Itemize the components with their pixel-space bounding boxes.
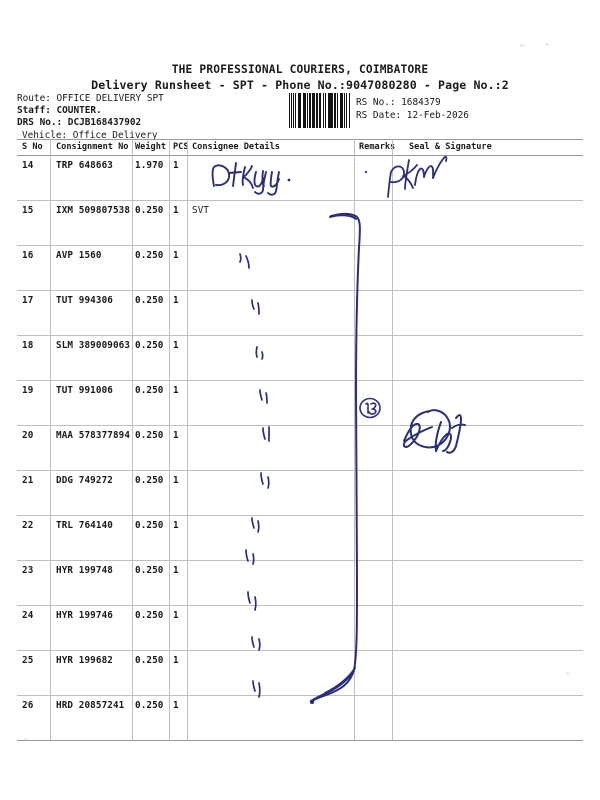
- table-cell-pcs: 1: [173, 610, 179, 621]
- column-header-remarks: Remarks: [359, 142, 396, 152]
- table-cell-consignment-no: HRD 20857241: [56, 700, 125, 711]
- table-cell-weight: 0.250: [135, 655, 164, 666]
- column-header-seal: Seal & Signature: [409, 142, 492, 152]
- table-cell-s-no: 17: [22, 295, 34, 306]
- table-cell-weight: 0.250: [135, 205, 164, 216]
- table-cell-consignment-no: IXM 509807538: [56, 205, 131, 216]
- table-cell-weight: 0.250: [135, 565, 164, 576]
- table-cell-pcs: 1: [173, 700, 179, 711]
- table-cell-weight: 0.250: [135, 700, 164, 711]
- column-separator: [50, 139, 51, 740]
- table-cell-pcs: 1: [173, 340, 179, 351]
- table-cell-s-no: 22: [22, 520, 34, 531]
- row-separator: [17, 515, 583, 516]
- table-cell-s-no: 23: [22, 565, 34, 576]
- row-separator: [17, 605, 583, 606]
- runsheet-meta-right: RS No.: 1684379 RS Date: 12-Feb-2026: [356, 96, 469, 122]
- table-cell-weight: 0.250: [135, 250, 164, 261]
- table-cell-s-no: 14: [22, 160, 34, 171]
- row-separator: [17, 200, 583, 201]
- table-cell-pcs: 1: [173, 565, 179, 576]
- table-cell-consignment-no: TRL 764140: [56, 520, 113, 531]
- row-separator: [17, 290, 583, 291]
- table-cell-pcs: 1: [173, 160, 179, 171]
- scan-artifact: [545, 43, 549, 46]
- table-cell-consignment-no: SLM 389009063: [56, 340, 131, 351]
- table-cell-weight: 0.250: [135, 610, 164, 621]
- table-header-separator: [17, 155, 583, 156]
- table-cell-s-no: 26: [22, 700, 34, 711]
- table-cell-pcs: 1: [173, 475, 179, 486]
- table-cell-consignment-no: HYR 199682: [56, 655, 113, 666]
- row-separator: [17, 245, 583, 246]
- table-cell-s-no: 25: [22, 655, 34, 666]
- column-header-consignee: Consignee Details: [192, 142, 280, 152]
- table-cell-pcs: 1: [173, 205, 179, 216]
- table-cell-weight: 1.970: [135, 160, 164, 171]
- table-cell-weight: 0.250: [135, 295, 164, 306]
- table-cell-weight: 0.250: [135, 430, 164, 441]
- row-separator: [17, 425, 583, 426]
- table-cell-consignment-no: MAA 578377894: [56, 430, 131, 441]
- table-cell-consignment-no: HYR 199748: [56, 565, 113, 576]
- table-cell-pcs: 1: [173, 655, 179, 666]
- column-separator: [169, 139, 170, 740]
- scan-artifact: [519, 44, 525, 47]
- table-cell-consignment-no: DDG 749272: [56, 475, 113, 486]
- row-separator: [17, 695, 583, 696]
- table-cell-consignment-no: TUT 991006: [56, 385, 113, 396]
- table-cell-weight: 0.250: [135, 385, 164, 396]
- rs-no-label: RS No.: 1684379: [356, 97, 441, 108]
- table-cell-pcs: 1: [173, 520, 179, 531]
- scan-artifact: [566, 672, 569, 675]
- runsheet-barcode: [289, 93, 353, 128]
- table-cell-consignment-no: AVP 1560: [56, 250, 102, 261]
- table-cell-pcs: 1: [173, 385, 179, 396]
- table-cell-s-no: 24: [22, 610, 34, 621]
- company-title: THE PROFESSIONAL COURIERS, COIMBATORE: [171, 63, 429, 76]
- rs-date-label: RS Date: 12-Feb-2026: [356, 110, 469, 121]
- drs-no-label: DRS No.: DCJB168437902: [17, 117, 142, 129]
- column-header-weight: Weight: [135, 142, 167, 152]
- table-cell-s-no: 20: [22, 430, 34, 441]
- table-cell-weight: 0.250: [135, 340, 164, 351]
- column-separator: [354, 139, 355, 740]
- table-top-border: [17, 139, 583, 140]
- column-separator: [392, 139, 393, 740]
- table-cell-weight: 0.250: [135, 520, 164, 531]
- column-separator: [132, 139, 133, 740]
- row-separator: [17, 650, 583, 651]
- row-separator: [17, 470, 583, 471]
- runsheet-meta-left: Route: OFFICE DELIVERY SPT Staff: COUNTE…: [17, 93, 164, 142]
- column-header-pcs: PCS: [173, 142, 189, 152]
- table-cell-consignment-no: HYR 199746: [56, 610, 113, 621]
- row-separator: [17, 335, 583, 336]
- table-cell-weight: 0.250: [135, 475, 164, 486]
- table-bottom-border: [17, 740, 583, 741]
- table-cell-s-no: 19: [22, 385, 34, 396]
- column-header-s-no: S No: [22, 142, 43, 152]
- table-cell-pcs: 1: [173, 295, 179, 306]
- consignment-table: S No Consignment No Weight PCS Consignee Det…: [17, 139, 583, 741]
- table-cell-consignment-no: TUT 994306: [56, 295, 113, 306]
- table-cell-s-no: 16: [22, 250, 34, 261]
- route-label: Route: OFFICE DELIVERY SPT: [17, 93, 164, 104]
- table-cell-s-no: 15: [22, 205, 34, 216]
- vehicle-label: Vehicle: Office Delivery: [22, 129, 158, 141]
- table-cell-s-no: 21: [22, 475, 34, 486]
- row-separator: [17, 380, 583, 381]
- runsheet-title: Delivery Runsheet - SPT - Phone No.:9047…: [91, 78, 509, 92]
- table-cell-pcs: 1: [173, 250, 179, 261]
- column-separator: [187, 139, 188, 740]
- table-cell-consignee: SVT: [192, 205, 210, 216]
- table-cell-s-no: 18: [22, 340, 34, 351]
- row-separator: [17, 560, 583, 561]
- staff-label: Staff: COUNTER.: [17, 105, 102, 117]
- table-cell-pcs: 1: [173, 430, 179, 441]
- scan-artifact: [24, 738, 28, 740]
- table-cell-consignment-no: TRP 648663: [56, 160, 113, 171]
- column-header-consignment-no: Consignment No: [56, 142, 129, 152]
